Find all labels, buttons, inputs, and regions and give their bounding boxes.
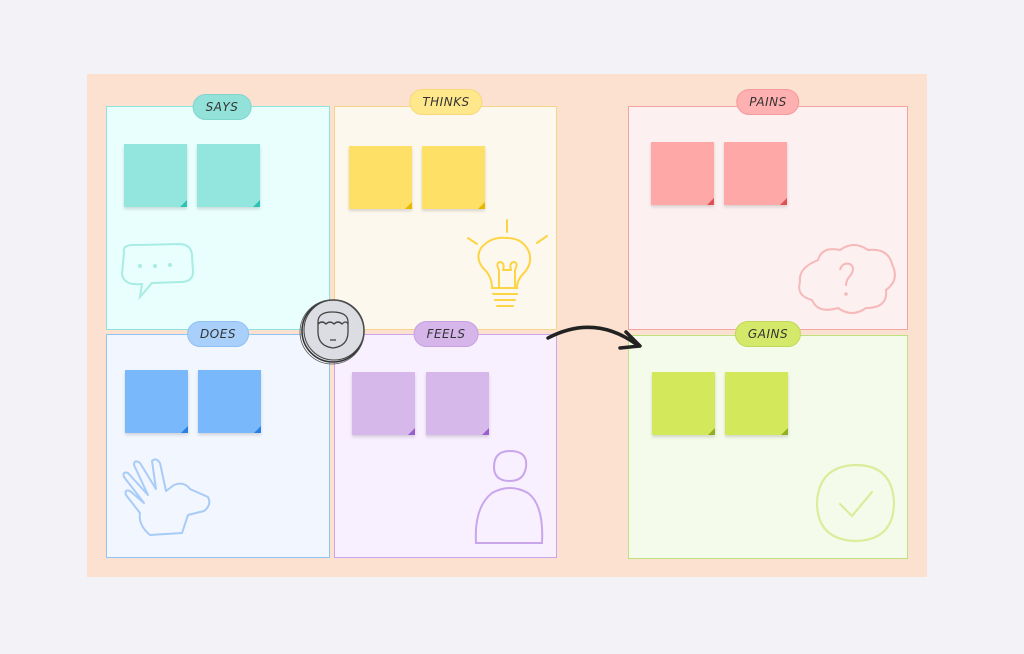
- sticky-note[interactable]: [197, 144, 260, 207]
- sticky-note[interactable]: [724, 142, 787, 205]
- person-icon: [474, 449, 544, 544]
- label-does: DOES: [187, 321, 249, 347]
- sticky-note[interactable]: [125, 370, 188, 433]
- sticky-note[interactable]: [652, 372, 715, 435]
- label-says: SAYS: [192, 94, 252, 120]
- label-feels: FEELS: [413, 321, 479, 347]
- label-pains: PAINS: [736, 89, 800, 115]
- user-face-icon[interactable]: [298, 296, 370, 368]
- sticky-note[interactable]: [422, 146, 485, 209]
- sticky-note[interactable]: [725, 372, 788, 435]
- sticky-note[interactable]: [198, 370, 261, 433]
- label-gains: GAINS: [734, 321, 802, 347]
- sticky-note[interactable]: [349, 146, 412, 209]
- hand-icon: [122, 458, 211, 536]
- sticky-note[interactable]: [651, 142, 714, 205]
- curved-arrow-icon: [546, 325, 642, 350]
- lightbulb-icon: [467, 219, 548, 307]
- sticky-note[interactable]: [352, 372, 415, 435]
- sticky-note[interactable]: [426, 372, 489, 435]
- speech-bubble-icon: [120, 242, 195, 301]
- question-cloud-icon: [798, 244, 896, 314]
- quadrant-feels[interactable]: [334, 334, 557, 558]
- checkmark-circle-icon: [815, 463, 896, 543]
- label-thinks: THINKS: [409, 89, 483, 115]
- sticky-note[interactable]: [124, 144, 187, 207]
